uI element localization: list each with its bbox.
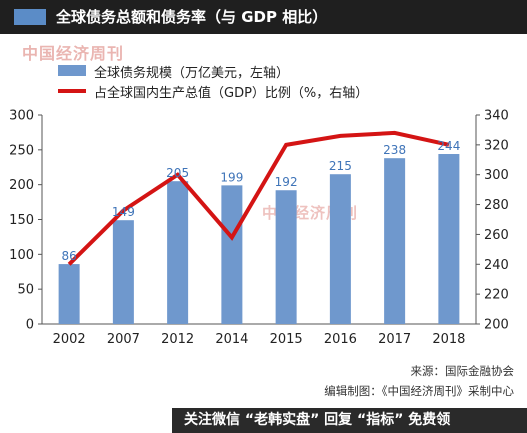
bar <box>438 154 460 324</box>
x-tick-label: 2002 <box>53 332 86 347</box>
x-tick-label: 2018 <box>432 332 465 347</box>
right-tick-label: 200 <box>484 318 509 333</box>
x-tick-label: 2017 <box>378 332 411 347</box>
right-tick-label: 240 <box>484 258 509 273</box>
legend-swatch-line <box>58 89 86 93</box>
chart-title: 全球债务总额和债务率（与 GDP 相比） <box>56 8 328 26</box>
bar-value-label: 192 <box>275 175 298 189</box>
source-note: 来源：国际金融协会 <box>410 364 515 378</box>
bar-value-label: 238 <box>383 143 406 157</box>
left-tick-label: 150 <box>9 213 34 228</box>
bar-value-label: 244 <box>437 139 460 153</box>
left-tick-label: 50 <box>17 283 34 298</box>
bar <box>384 158 406 324</box>
bar-value-label: 199 <box>220 170 243 184</box>
title-accent-block <box>14 9 46 25</box>
left-tick-label: 200 <box>9 178 34 193</box>
x-tick-label: 2016 <box>324 332 357 347</box>
bar-value-label: 215 <box>329 159 352 173</box>
bar <box>329 174 351 324</box>
legend-label-line: 占全球国内生产总值（GDP）比例（%，右轴） <box>94 86 369 101</box>
bar <box>58 264 80 324</box>
right-tick-label: 320 <box>484 138 509 153</box>
right-tick-label: 280 <box>484 198 509 213</box>
left-tick-label: 300 <box>9 109 34 124</box>
legend-label-bar: 全球债务规模（万亿美元，左轴） <box>94 66 290 81</box>
gdp-ratio-line <box>67 130 450 266</box>
right-tick-label: 220 <box>484 288 509 303</box>
bar <box>275 190 297 324</box>
watermark-logo-top: 中国经济周刊 <box>22 44 125 63</box>
x-tick-label: 2007 <box>107 332 140 347</box>
bar-value-label: 86 <box>61 249 76 263</box>
editor-note: 编辑制图：《中国经济周刊》采制中心 <box>324 384 514 398</box>
left-tick-label: 0 <box>26 318 34 333</box>
left-tick-label: 100 <box>9 248 34 263</box>
right-tick-label: 260 <box>484 228 509 243</box>
bar <box>167 181 189 324</box>
chart-title-bar: 全球债务总额和债务率（与 GDP 相比） <box>0 0 527 34</box>
legend-swatch-bar <box>58 65 86 76</box>
bar-value-label: 205 <box>166 166 189 180</box>
bar <box>221 185 243 324</box>
promo-banner: 关注微信 “老韩实盘” 回复 “指标” 免费领 <box>172 408 527 433</box>
x-tick-label: 2012 <box>161 332 194 347</box>
right-tick-label: 300 <box>484 168 509 183</box>
left-tick-label: 250 <box>9 143 34 158</box>
right-tick-label: 340 <box>484 109 509 124</box>
x-tick-label: 2014 <box>215 332 248 347</box>
x-tick-label: 2015 <box>270 332 303 347</box>
bar-value-label: 149 <box>112 205 135 219</box>
bar <box>112 220 134 324</box>
